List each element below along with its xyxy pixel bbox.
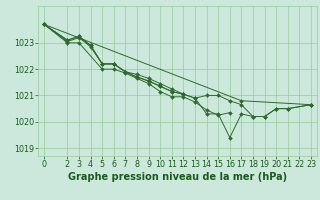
X-axis label: Graphe pression niveau de la mer (hPa): Graphe pression niveau de la mer (hPa) bbox=[68, 172, 287, 182]
